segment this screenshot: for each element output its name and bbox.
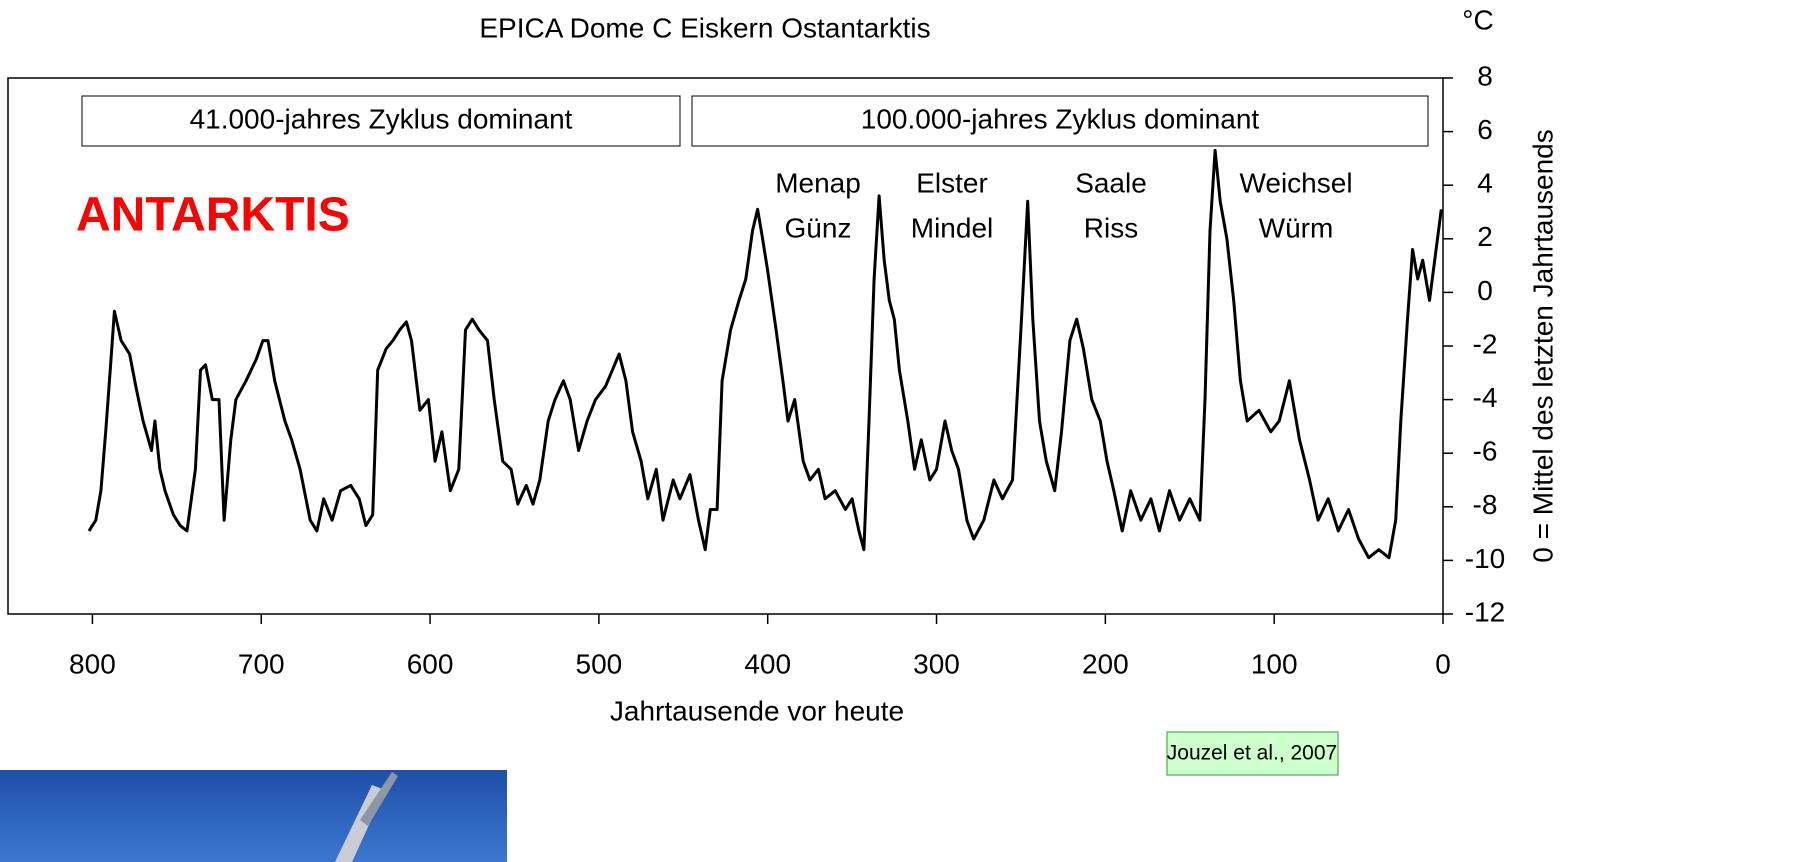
x-axis-label: Jahrtausende vor heute [610,695,904,726]
annotation: Menap [775,167,861,198]
period-label: 100.000-jahres Zyklus dominant [861,103,1260,134]
annotation: Riss [1084,212,1138,243]
y-tick-label: -4 [1473,382,1498,413]
x-tick-label: 0 [1435,648,1451,679]
source: Jouzel et al., 2007 [1167,742,1337,765]
plot-frame [8,78,1443,614]
annotation: Günz [785,212,852,243]
y-tick-label: -2 [1473,328,1498,359]
chart: EPICA Dome C Eiskern Ostantarktis °C Jah… [0,0,1795,862]
y-axis-label: 0 = Mittel des letzten Jahrtausends [1527,129,1558,562]
x-tick-label: 700 [238,648,285,679]
y-tick-label: -6 [1473,436,1498,467]
x-tick-label: 100 [1251,648,1298,679]
x-tick-label: 600 [407,648,454,679]
annotation: Weichsel [1239,167,1352,198]
annotation: Elster [916,167,988,198]
region-label: ANTARKTIS [76,189,350,242]
period-label: 41.000-jahres Zyklus dominant [190,103,573,134]
photo [0,770,507,862]
x-tick-label: 300 [913,648,960,679]
y-tick-label: -12 [1465,596,1505,627]
y-tick-label: -8 [1473,489,1498,520]
annotation: Mindel [911,212,993,243]
y-tick-label: 8 [1477,60,1493,91]
y-tick-label: 4 [1477,168,1493,199]
annotation: Saale [1075,167,1147,198]
y-tick-label: 6 [1477,114,1493,145]
y-tick-label: 0 [1477,275,1493,306]
annotation: Würm [1259,212,1334,243]
x-tick-label: 400 [744,648,791,679]
x-tick-label: 500 [576,648,623,679]
x-tick-label: 200 [1082,648,1129,679]
y-tick-label: -10 [1465,543,1505,574]
chart-title: EPICA Dome C Eiskern Ostantarktis [479,12,930,43]
y-unit: °C [1462,4,1493,35]
y-tick-label: 2 [1477,221,1493,252]
x-tick-label: 800 [69,648,116,679]
